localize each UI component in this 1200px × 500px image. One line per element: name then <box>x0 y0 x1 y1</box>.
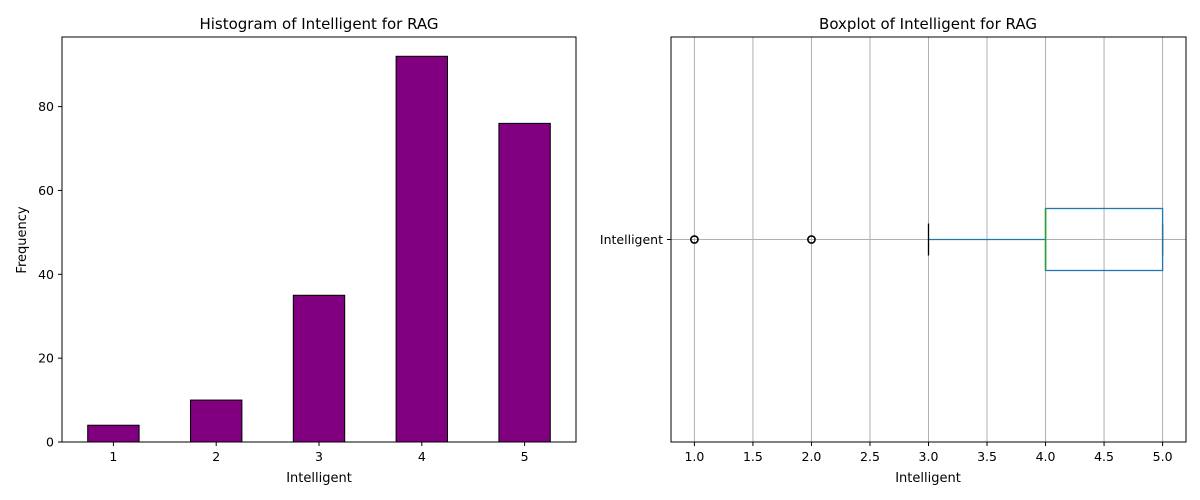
boxplot-box-group <box>690 207 1164 272</box>
histogram-bar-5 <box>498 122 551 443</box>
histogram-x-tick-label: 2 <box>212 449 220 464</box>
histogram-bars <box>87 55 551 443</box>
histogram-bar-3 <box>292 294 346 443</box>
boxplot-category-label: Intelligent <box>600 232 663 247</box>
boxplot-x-tick-label: 4.5 <box>1094 449 1114 464</box>
boxplot-x-tick-label: 3.0 <box>919 449 939 464</box>
boxplot-outlier-point <box>690 235 699 244</box>
histogram-y-ticks: 0 20 40 60 80 <box>38 99 62 450</box>
histogram-x-tick-label: 5 <box>521 449 529 464</box>
histogram-title: Histogram of Intelligent for RAG <box>199 15 438 33</box>
histogram-bar-4 <box>395 55 449 443</box>
boxplot-title: Boxplot of Intelligent for RAG <box>819 15 1037 33</box>
boxplot-x-tick-label: 5.0 <box>1153 449 1173 464</box>
boxplot-x-tick-label: 1.5 <box>743 449 763 464</box>
histogram-x-tick-label: 1 <box>109 449 117 464</box>
boxplot-grid <box>671 37 1186 442</box>
histogram-y-tick-label: 0 <box>46 435 54 450</box>
histogram-y-tick-label: 20 <box>38 351 54 366</box>
histogram-x-axis-label: Intelligent <box>286 471 352 486</box>
histogram-bar-2 <box>190 399 243 443</box>
boxplot-x-tick-label: 1.0 <box>684 449 704 464</box>
boxplot-x-tick-label: 4.0 <box>1036 449 1056 464</box>
boxplot-y-ticks: Intelligent <box>600 232 671 247</box>
boxplot-x-ticks: 1.0 1.5 2.0 2.5 3.0 3.5 4.0 4.5 5.0 <box>684 442 1173 464</box>
histogram-y-tick-label: 60 <box>38 183 54 198</box>
boxplot-x-tick-label: 3.5 <box>977 449 997 464</box>
histogram-y-tick-label: 80 <box>38 99 54 114</box>
histogram-panel: Histogram of Intelligent for RAG 0 20 40 60… <box>15 15 577 486</box>
boxplot-x-axis-label: Intelligent <box>895 471 961 486</box>
histogram-x-tick-label: 3 <box>315 449 323 464</box>
boxplot-outlier-point <box>807 235 816 244</box>
boxplot-x-tick-label: 2.5 <box>860 449 880 464</box>
histogram-y-axis-label: Frequency <box>15 206 30 273</box>
histogram-x-ticks: 1 2 3 4 5 <box>109 442 529 464</box>
histogram-x-tick-label: 4 <box>418 449 426 464</box>
histogram-bar-1 <box>87 424 140 443</box>
histogram-y-tick-label: 40 <box>38 267 54 282</box>
boxplot-panel: Boxplot of Intelligent for RAG 1.0 1.5 2.0… <box>600 15 1187 486</box>
boxplot-x-tick-label: 2.0 <box>802 449 822 464</box>
